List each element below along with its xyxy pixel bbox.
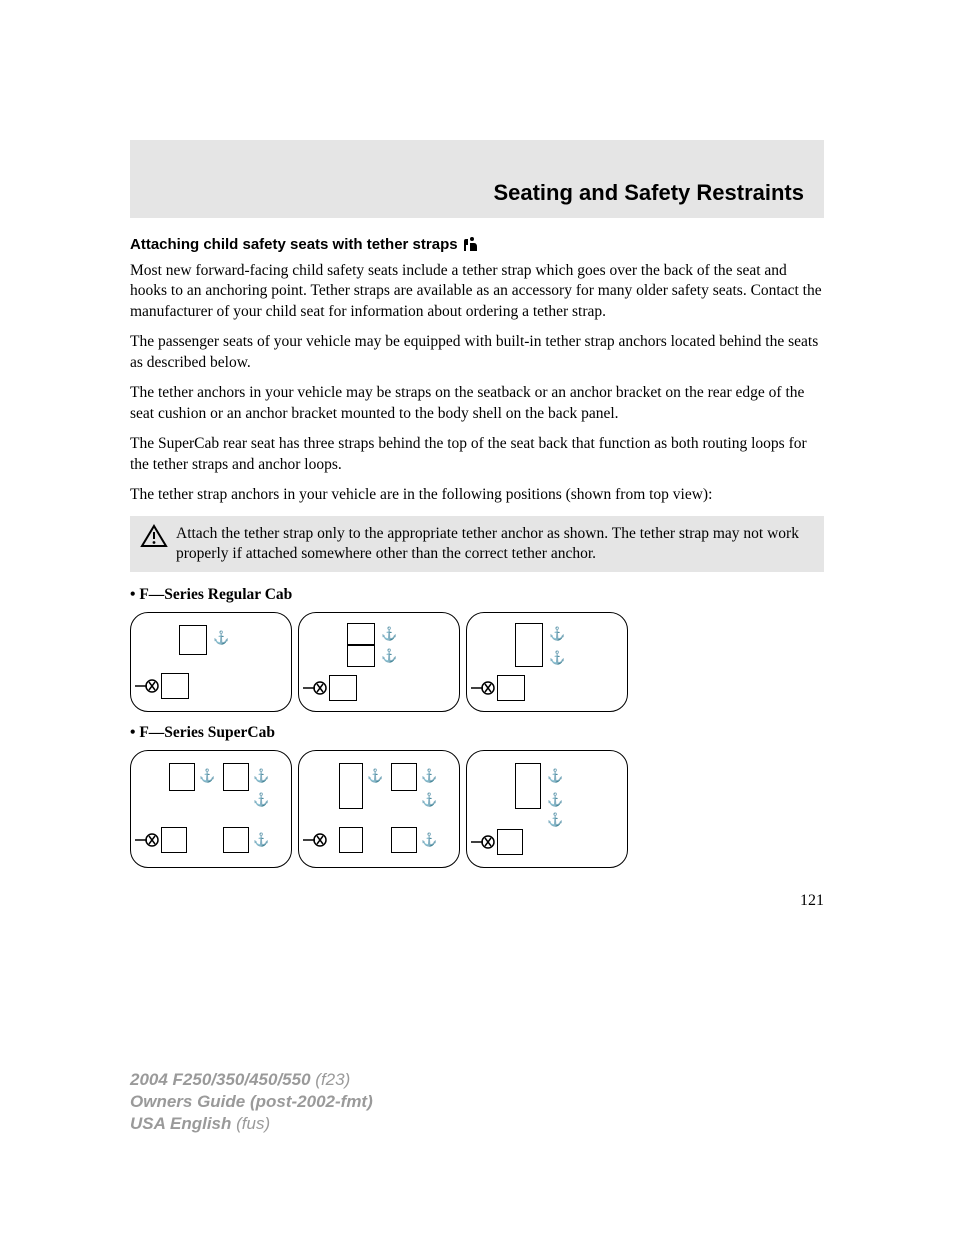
seat: [169, 763, 195, 791]
page-content: Seating and Safety Restraints Attaching …: [0, 0, 954, 970]
anchor-icon: ⚓: [421, 769, 437, 782]
seat: [339, 827, 363, 853]
anchor-icon: ⚓: [547, 769, 563, 782]
footer-block: 2004 F250/350/450/550 (f23) Owners Guide…: [130, 1069, 373, 1135]
steering-wheel-icon: [471, 679, 495, 697]
seat: [339, 763, 363, 809]
anchor-icon: ⚓: [199, 769, 215, 782]
bullet-regular-cab: F—Series Regular Cab: [130, 586, 824, 604]
diagram-panel: ⚓ ⚓ ⚓ ⚓: [130, 750, 292, 868]
steering-wheel-icon: [303, 679, 327, 697]
anchor-icon: ⚓: [253, 833, 269, 846]
anchor-icon: ⚓: [421, 833, 437, 846]
steering-wheel-icon: [471, 833, 495, 851]
diagram-panel: ⚓ ⚓: [466, 612, 628, 712]
anchor-icon: ⚓: [367, 769, 383, 782]
paragraph-2: The passenger seats of your vehicle may …: [130, 332, 824, 373]
anchor-icon: ⚓: [213, 631, 229, 644]
seat: [497, 829, 523, 855]
footer-guide: Owners Guide (post-2002-fmt): [130, 1091, 373, 1113]
diagram-panel: ⚓ ⚓ ⚓: [466, 750, 628, 868]
anchor-icon: ⚓: [547, 813, 563, 826]
seat: [161, 673, 189, 699]
footer-code2: (fus): [236, 1114, 270, 1133]
bullet-supercab: F—Series SuperCab: [130, 724, 824, 742]
child-seat-icon: [462, 237, 482, 253]
seat: [179, 625, 207, 655]
diagram-panel: ⚓ ⚓: [298, 612, 460, 712]
seat: [497, 675, 525, 701]
anchor-icon: ⚓: [547, 793, 563, 806]
paragraph-1: Most new forward-facing child safety sea…: [130, 261, 824, 322]
paragraph-3: The tether anchors in your vehicle may b…: [130, 383, 824, 424]
anchor-icon: ⚓: [549, 651, 565, 664]
warning-text: Attach the tether strap only to the appr…: [176, 525, 799, 562]
footer-code1: (f23): [315, 1070, 350, 1089]
warning-box: Attach the tether strap only to the appr…: [130, 516, 824, 573]
diagram-panel: ⚓ ⚓ ⚓ ⚓: [298, 750, 460, 868]
footer-model: 2004 F250/350/450/550: [130, 1070, 311, 1089]
seat: [391, 827, 417, 853]
paragraph-4: The SuperCab rear seat has three straps …: [130, 434, 824, 475]
anchor-icon: ⚓: [253, 793, 269, 806]
seat: [515, 763, 541, 809]
diagram-panel: ⚓: [130, 612, 292, 712]
section-subhead: Attaching child safety seats with tether…: [130, 236, 824, 253]
page-number: 121: [130, 892, 824, 910]
steering-wheel-icon: [303, 831, 327, 849]
anchor-icon: ⚓: [421, 793, 437, 806]
warning-triangle-icon: [140, 524, 168, 548]
supercab-diagrams: ⚓ ⚓ ⚓ ⚓ ⚓ ⚓ ⚓ ⚓ ⚓ ⚓ ⚓: [130, 750, 824, 868]
seat: [391, 763, 417, 791]
seat: [347, 645, 375, 667]
seat: [161, 827, 187, 853]
paragraph-5: The tether strap anchors in your vehicle…: [130, 485, 824, 505]
steering-wheel-icon: [135, 677, 159, 695]
footer-lang: USA English: [130, 1114, 231, 1133]
subhead-text: Attaching child safety seats with tether…: [130, 236, 458, 253]
anchor-icon: ⚓: [381, 627, 397, 640]
regular-cab-diagrams: ⚓ ⚓ ⚓ ⚓ ⚓: [130, 612, 824, 712]
seat: [347, 623, 375, 645]
seat: [223, 763, 249, 791]
seat: [223, 827, 249, 853]
anchor-icon: ⚓: [549, 627, 565, 640]
anchor-icon: ⚓: [253, 769, 269, 782]
steering-wheel-icon: [135, 831, 159, 849]
header-band: Seating and Safety Restraints: [130, 140, 824, 218]
seat: [329, 675, 357, 701]
chapter-title: Seating and Safety Restraints: [150, 180, 804, 206]
seat: [515, 623, 543, 667]
anchor-icon: ⚓: [381, 649, 397, 662]
